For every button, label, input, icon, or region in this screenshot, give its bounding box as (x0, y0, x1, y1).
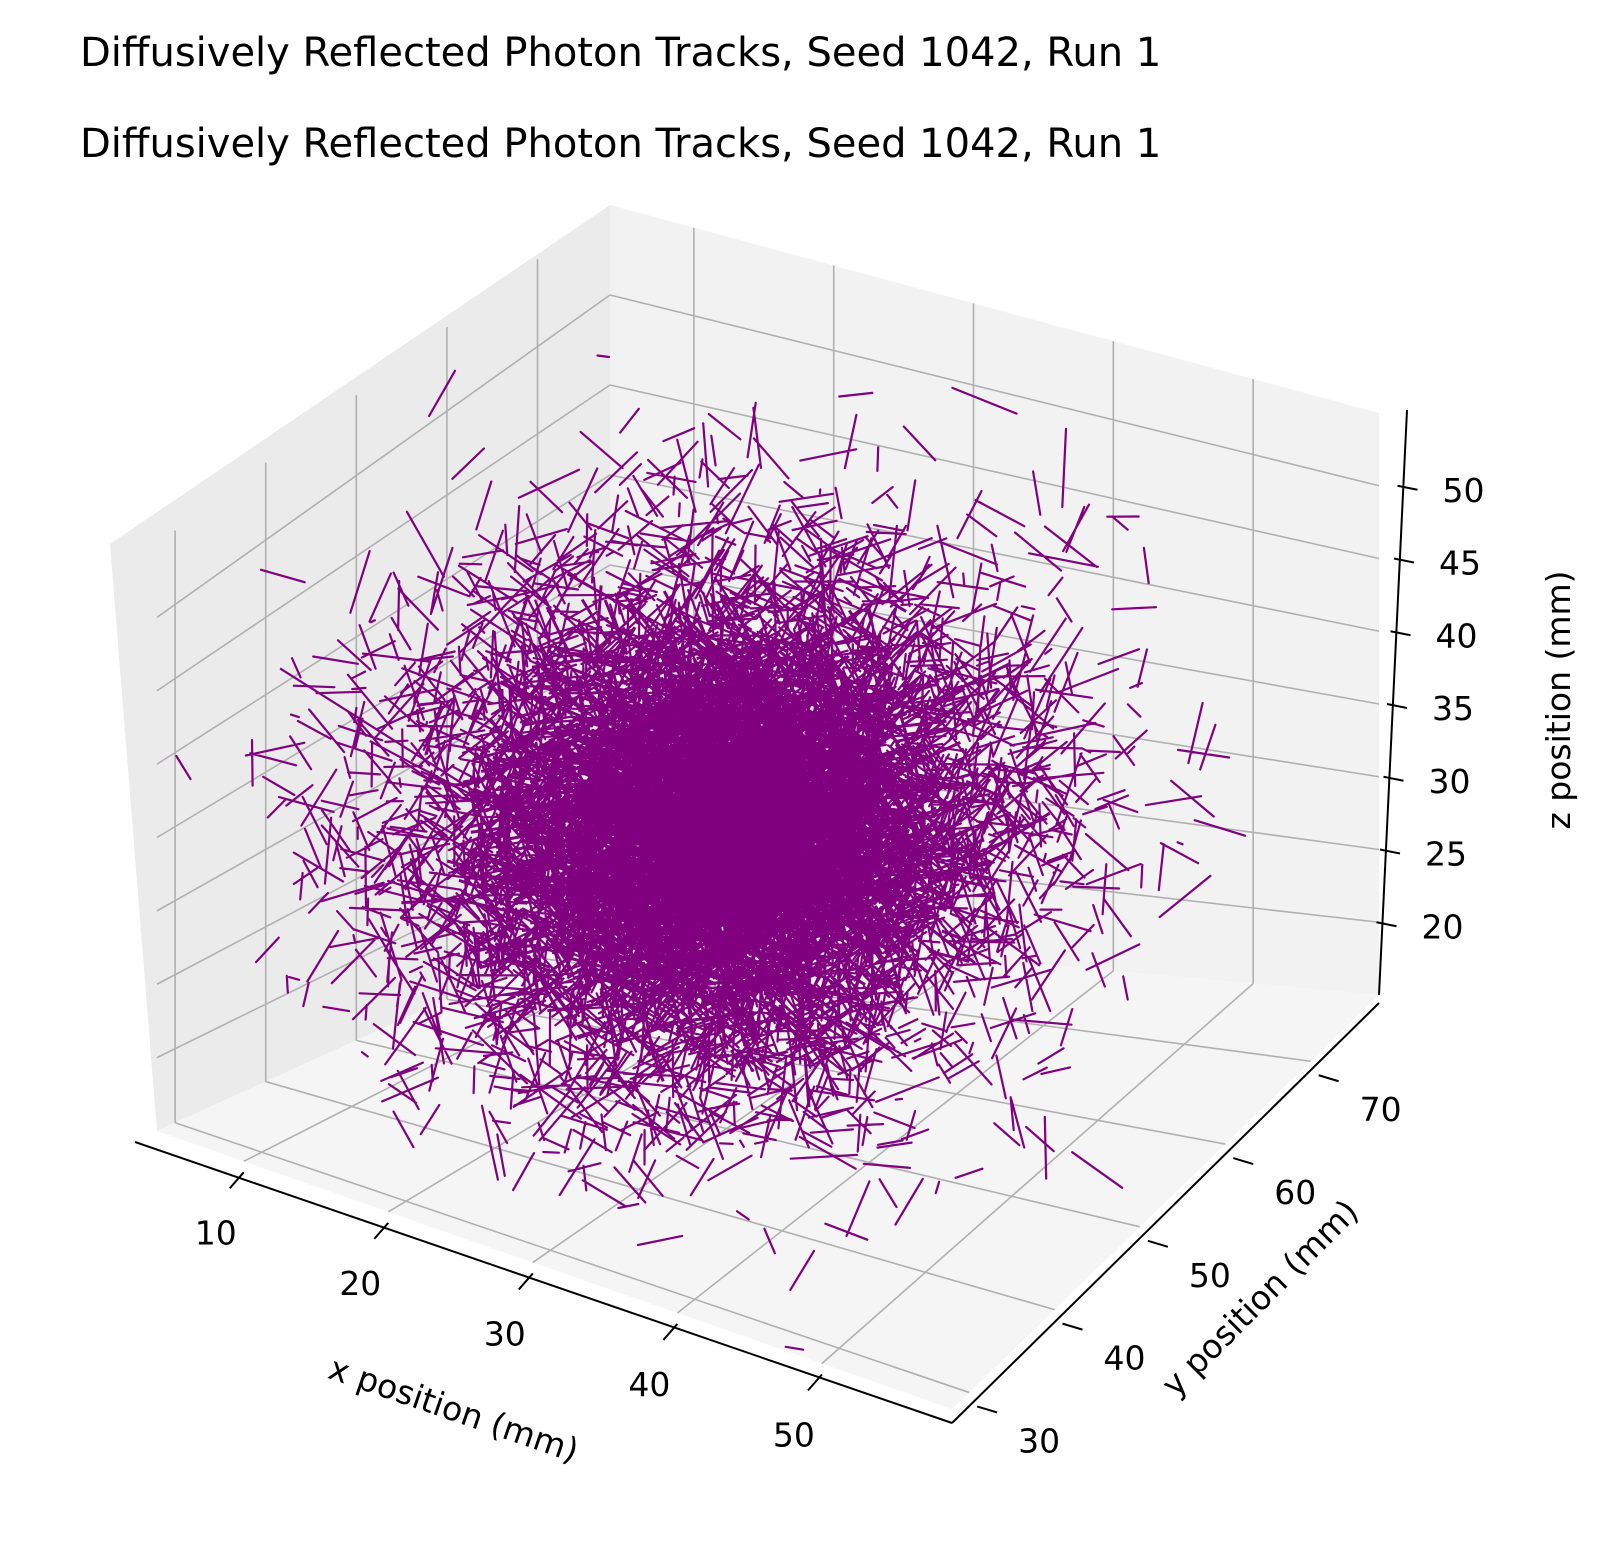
x-axis-label: x position (mm) (324, 1348, 584, 1470)
grid-left-z (156, 384, 611, 692)
x-tick-label: 30 (484, 1314, 526, 1353)
x-tick-label: 10 (195, 1213, 237, 1252)
z-tick-mark (1397, 484, 1418, 491)
x-tick-label: 50 (773, 1416, 815, 1455)
y-tick-mark (1147, 1239, 1169, 1248)
z-tick-label: 30 (1429, 762, 1471, 801)
grid-floor-x (821, 982, 1254, 1365)
z-axis-label: z position (mm) (1539, 570, 1578, 829)
z-tick-label: 50 (1443, 471, 1485, 510)
x-tick-mark (518, 1272, 534, 1291)
x-tick-mark (662, 1323, 679, 1341)
track-outlier (369, 740, 525, 824)
z-tick-label: 25 (1425, 835, 1467, 874)
chart-title-2: Diffusively Reflected Photon Tracks, See… (80, 121, 1161, 167)
y-tick-mark (1232, 1157, 1254, 1165)
x-tick-mark (807, 1373, 823, 1392)
z-tick-label: 20 (1422, 907, 1464, 946)
pane-floor (157, 925, 1379, 1409)
grid-back-z (609, 384, 1380, 560)
x-axis-line (134, 1141, 953, 1424)
z-tick-mark (1390, 630, 1411, 637)
z-tick-mark (1386, 703, 1408, 709)
z-tick-label: 35 (1432, 689, 1474, 728)
photon-tracks (175, 354, 1247, 1351)
y-tick-label: 40 (1103, 1339, 1145, 1378)
z-tick-mark (1393, 557, 1415, 564)
z-ticks: 20 25 30 35 40 45 50 (1376, 471, 1485, 946)
y-axis-label: y position (mm) (1154, 1192, 1366, 1404)
grid-floor-y (174, 1122, 970, 1394)
y-tick-label: 30 (1018, 1421, 1060, 1460)
z-tick-label: 40 (1436, 616, 1478, 655)
chart-title-1: Diffusively Reflected Photon Tracks, See… (80, 30, 1161, 76)
z-axis-line (1378, 409, 1408, 996)
grid-left-z (156, 294, 611, 619)
axes (134, 409, 1408, 1424)
x-ticks: 10 20 30 40 50 (195, 1171, 823, 1455)
grid-back-z (609, 294, 1380, 487)
y-tick-label: 50 (1189, 1256, 1231, 1295)
y-tick-mark (976, 1405, 998, 1414)
y-tick-mark (1062, 1322, 1083, 1331)
track-outlier (279, 667, 525, 824)
y-tick-label: 70 (1360, 1090, 1402, 1129)
grid-floor-x (532, 957, 974, 1264)
x-tick-mark (228, 1171, 245, 1189)
z-tick-mark (1376, 921, 1397, 928)
y-axis-line (951, 1002, 1380, 1424)
y-ticks: 30 40 50 60 70 (976, 1074, 1402, 1460)
y-tick-mark (1318, 1074, 1339, 1083)
z-tick-label: 45 (1439, 544, 1481, 583)
x-tick-label: 40 (628, 1365, 670, 1404)
z-tick-mark (1379, 848, 1401, 855)
grid-back-z (609, 564, 1380, 705)
y-tick-label: 60 (1274, 1173, 1316, 1212)
x-tick-label: 20 (339, 1264, 381, 1303)
z-tick-mark (1383, 775, 1404, 782)
track-core (401, 572, 1051, 1108)
grid-left-z (156, 474, 611, 765)
x-tick-mark (373, 1222, 390, 1240)
